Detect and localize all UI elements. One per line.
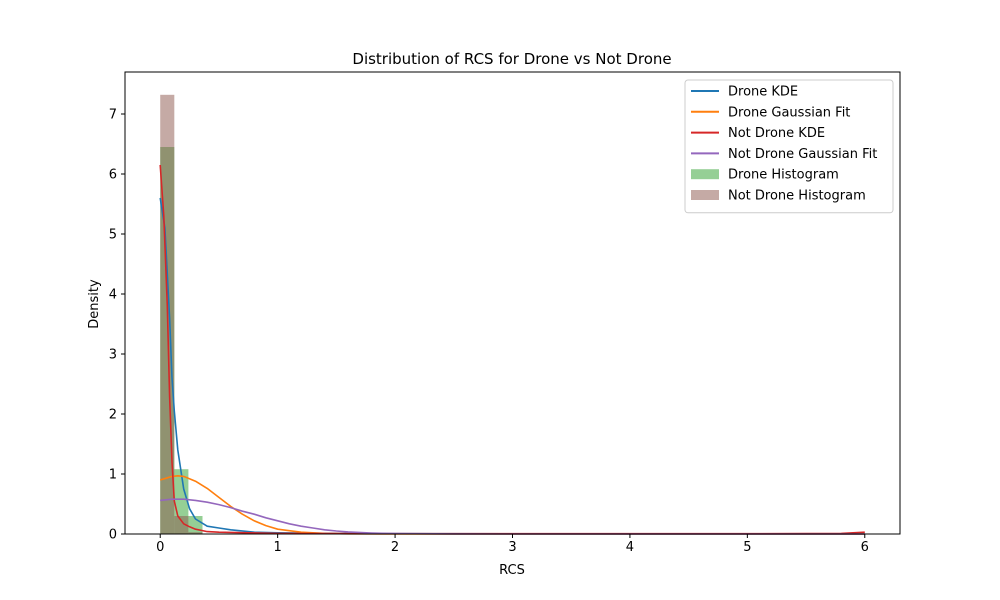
legend-label: Drone KDE (728, 85, 798, 100)
y-tick-label: 2 (109, 408, 117, 423)
x-tick-label: 5 (743, 540, 751, 555)
y-axis-label: Density (87, 279, 102, 329)
not-drone-gaussian-fit-line (160, 498, 865, 535)
x-tick-label: 0 (156, 540, 164, 555)
drone-gaussian-fit-line (159, 475, 865, 535)
not-drone-histogram-bar (174, 516, 189, 534)
chart-title: Distribution of RCS for Drone vs Not Dro… (352, 50, 671, 68)
x-tick-label: 3 (508, 540, 516, 555)
y-tick-label: 0 (109, 528, 117, 543)
x-tick-label: 4 (626, 540, 634, 555)
y-tick-label: 4 (109, 288, 117, 303)
legend-label: Not Drone Gaussian Fit (728, 147, 877, 162)
y-tick-label: 6 (109, 168, 117, 183)
y-tick-label: 3 (109, 348, 117, 363)
y-tick-label: 1 (109, 468, 117, 483)
legend-label: Not Drone Histogram (728, 189, 866, 204)
legend-label: Drone Gaussian Fit (728, 105, 850, 120)
x-tick-label: 1 (274, 540, 282, 555)
drone-kde-line (159, 197, 865, 535)
legend-swatch (691, 169, 719, 180)
legend-label: Not Drone KDE (728, 126, 825, 141)
not-drone-histogram-bar (188, 532, 203, 534)
axis-ticks: 0 1 2 3 4 5 6 0 1 2 3 4 5 6 7 (109, 108, 869, 556)
legend-label: Drone Histogram (728, 168, 839, 183)
legend: Drone KDE Drone Gaussian Fit Not Drone KDE… (684, 79, 894, 214)
legend-swatch (691, 190, 719, 200)
x-axis-label: RCS (499, 563, 525, 578)
x-tick-label: 2 (391, 540, 399, 555)
legend-box (684, 79, 894, 214)
not-drone-kde-line (159, 164, 865, 535)
y-tick-label: 5 (109, 228, 117, 243)
y-tick-label: 7 (109, 108, 117, 123)
x-tick-label: 6 (861, 540, 869, 555)
